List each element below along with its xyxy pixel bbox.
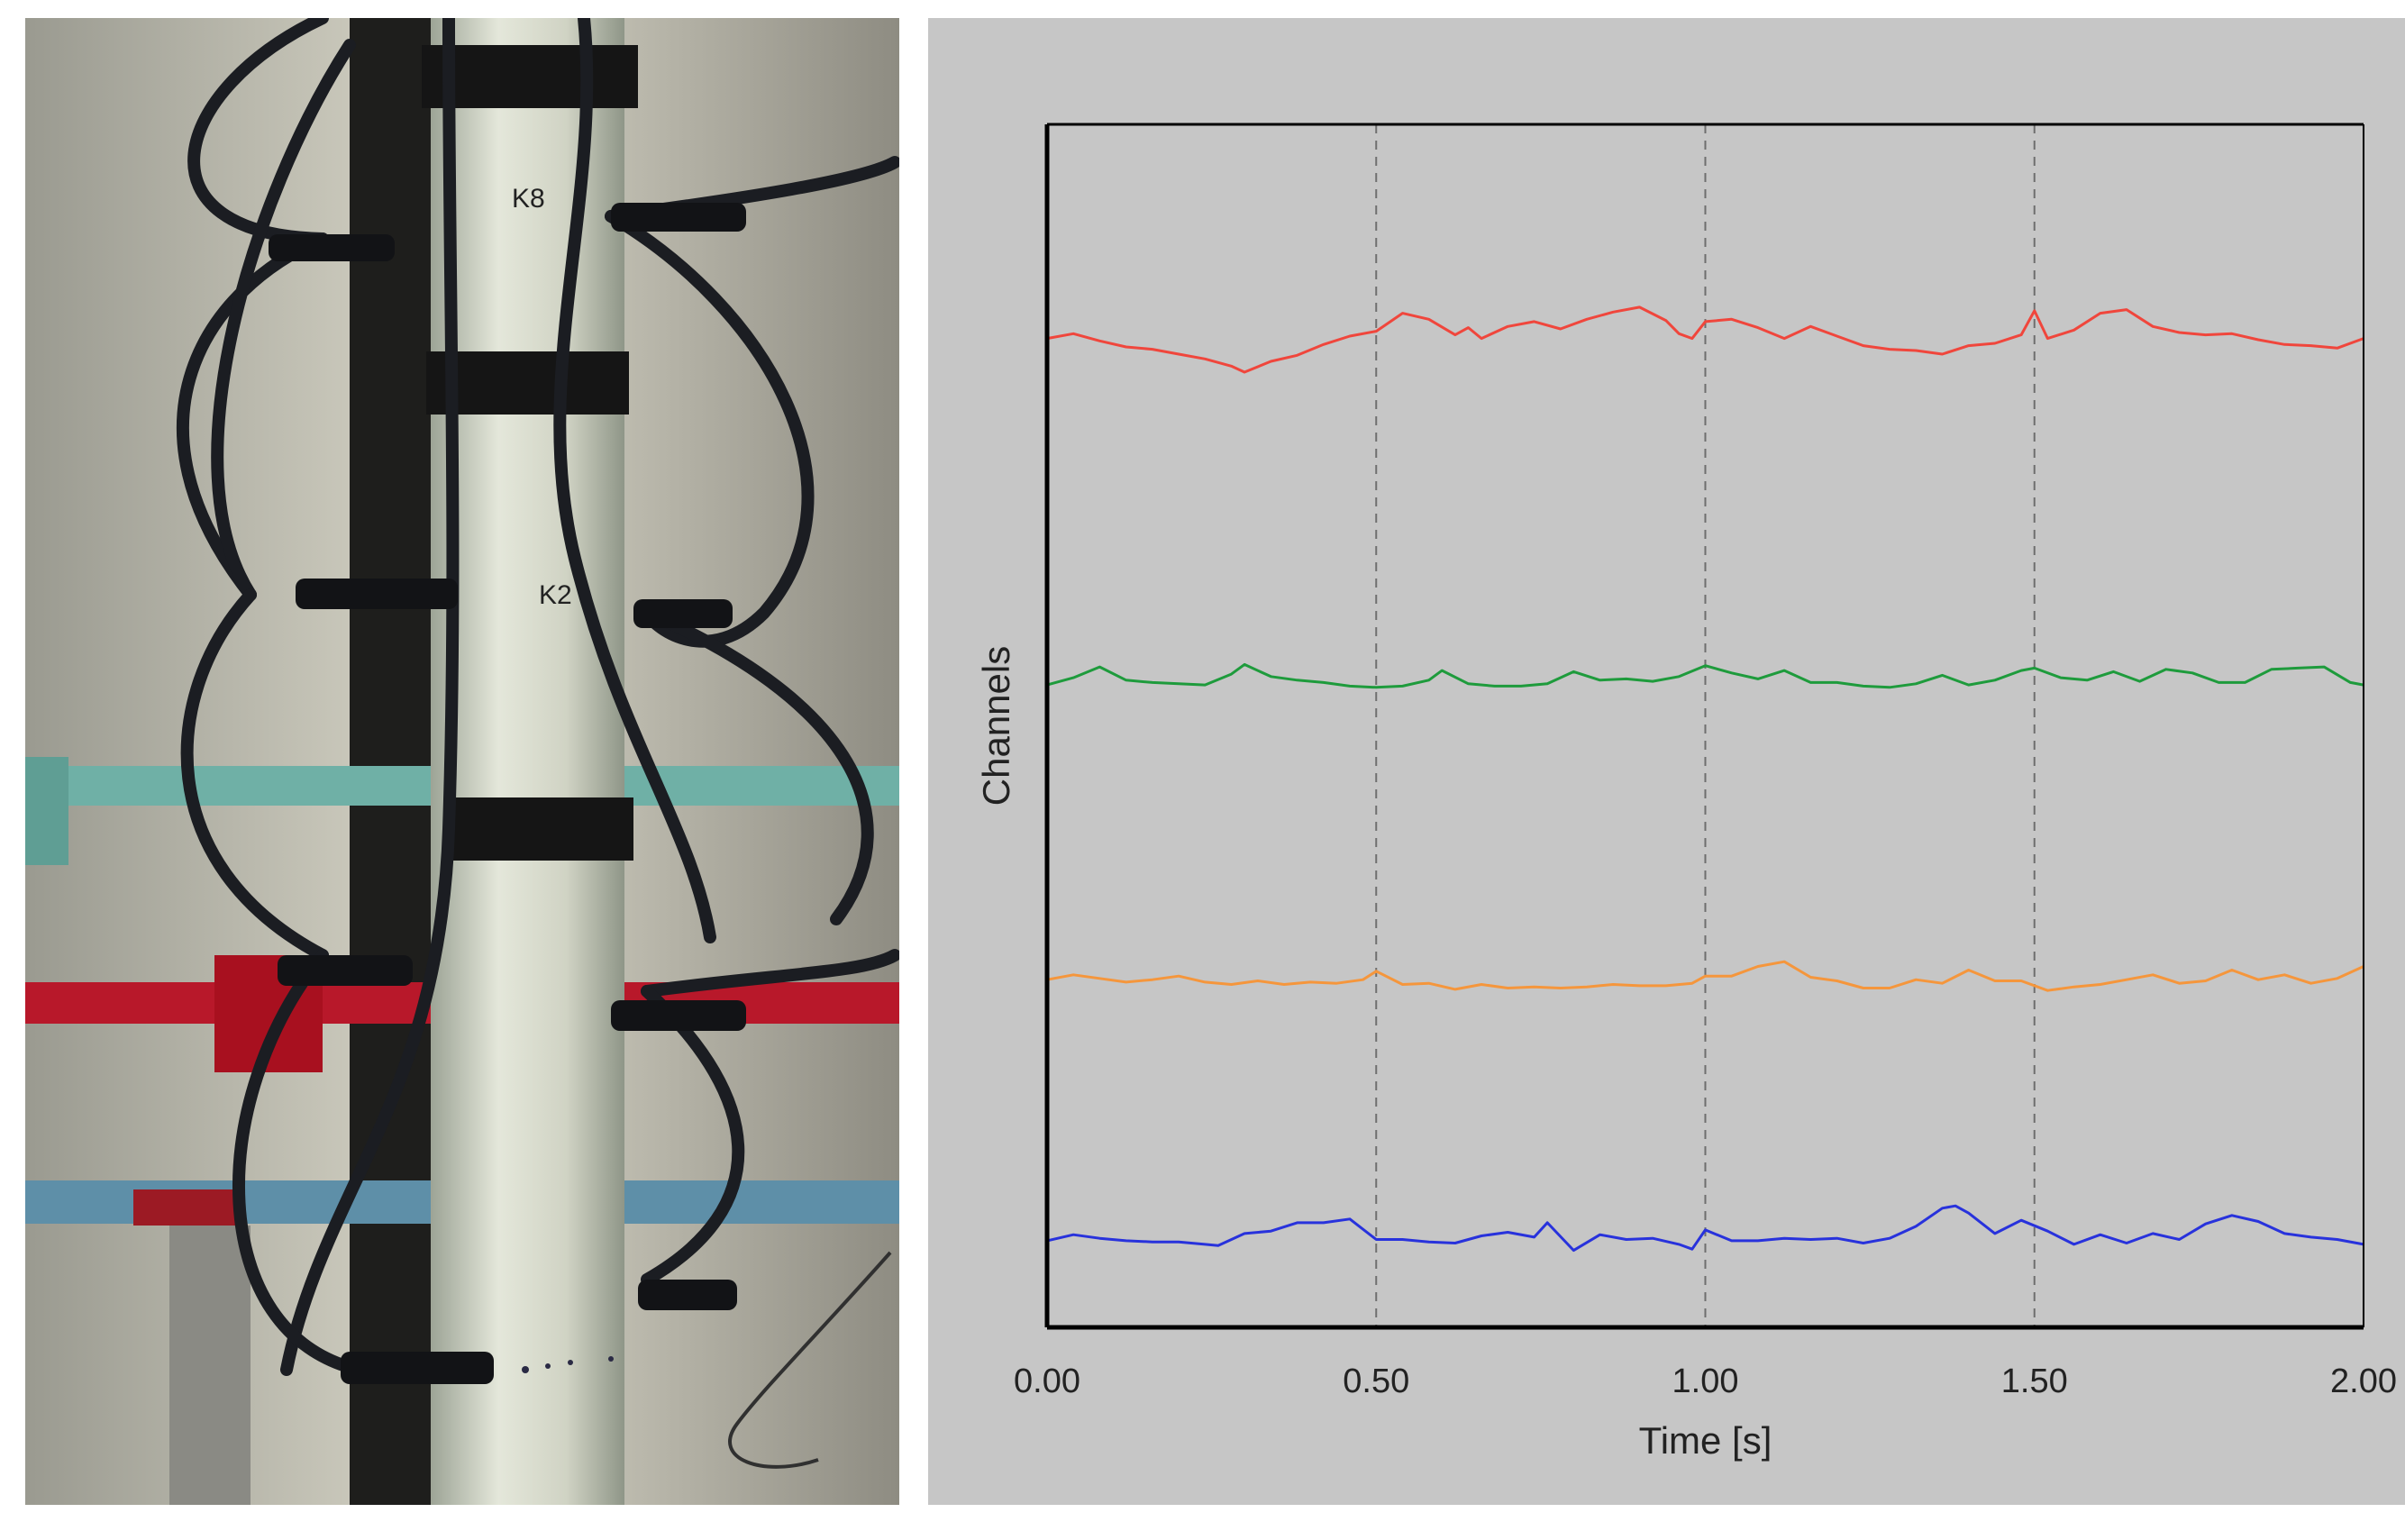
axes: [1044, 123, 2364, 1330]
y-axis-label: Channels: [975, 646, 1017, 806]
pipe-label-k2: K2: [539, 580, 572, 610]
pipe-sensor-illustration: K8 K2: [25, 18, 899, 1505]
x-tick-label-0: 0.00: [1014, 1362, 1080, 1400]
chart-svg: 0.00 0.50 1.00 1.50 2.00 Time [s] Channels: [928, 18, 2405, 1505]
x-tick-label-3: 1.50: [2001, 1362, 2068, 1400]
x-tick-labels: 0.00 0.50 1.00 1.50 2.00: [1014, 1362, 2397, 1400]
x-tick-label-2: 1.00: [1672, 1362, 1739, 1400]
series-line-4: [1046, 1204, 2364, 1253]
chart-background: [928, 18, 2405, 1505]
x-axis-label: Time [s]: [1639, 1419, 1772, 1462]
sensor-pipe-photo: K8 K2: [25, 18, 899, 1505]
series-line-2: [1046, 662, 2364, 689]
x-tick-label-1: 0.50: [1343, 1362, 1409, 1400]
channel-signal-chart: 0.00 0.50 1.00 1.50 2.00 Time [s] Channels: [928, 18, 2405, 1505]
x-tick-label-4: 2.00: [2330, 1362, 2397, 1400]
series-lines: [1046, 305, 2364, 1253]
series-line-3: [1046, 960, 2364, 992]
pipe-label-k8: K8: [512, 184, 545, 214]
series-line-1: [1046, 305, 2364, 374]
